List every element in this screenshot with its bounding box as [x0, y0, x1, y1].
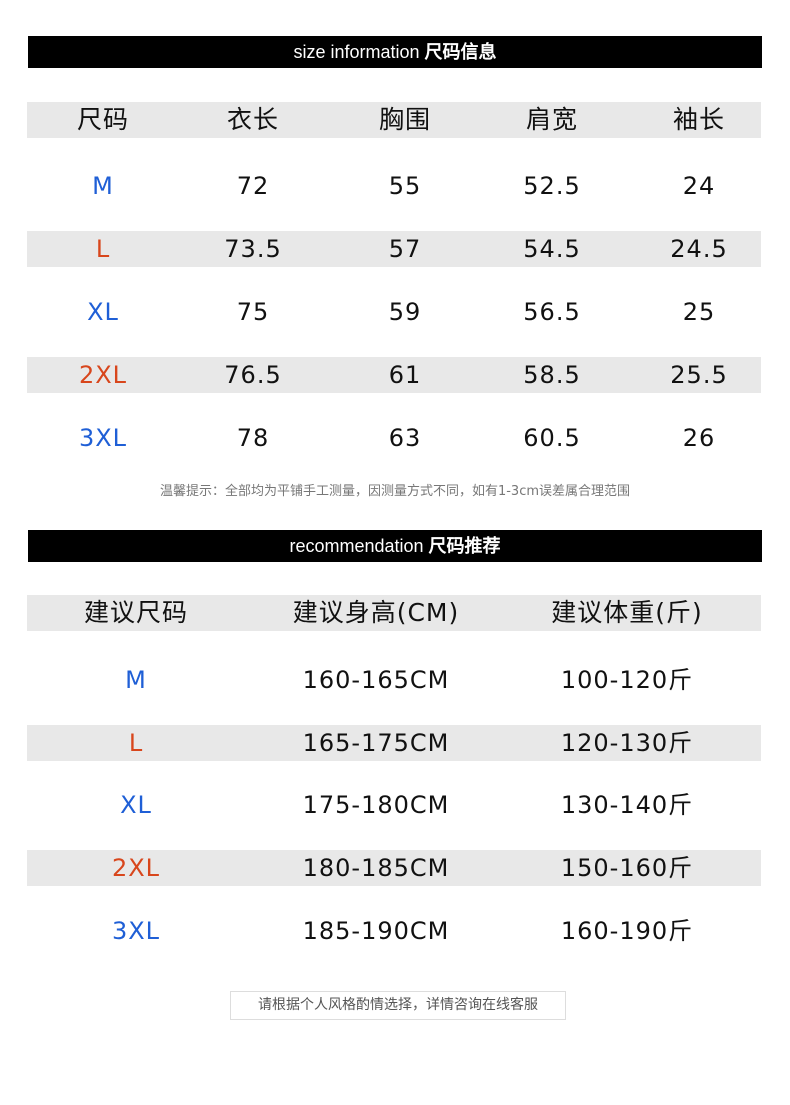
- value-cell: 150-160斤: [560, 854, 694, 882]
- table-row: M 72 55 52.5 24: [27, 168, 761, 204]
- recommendation-title-cn: 尺码推荐: [428, 536, 501, 556]
- header-cell: 肩宽: [525, 105, 579, 134]
- table-row: M 160-165CM 100-120斤: [27, 662, 761, 698]
- value-cell: 76.5: [224, 361, 282, 389]
- value-cell: 54.5: [523, 235, 581, 263]
- value-cell: 25: [682, 298, 716, 326]
- size-label: L: [95, 235, 111, 263]
- value-cell: 180-185CM: [302, 854, 450, 882]
- header-cell: 袖长: [672, 105, 726, 134]
- header-cell: 建议身高(CM): [292, 598, 460, 627]
- value-cell: 61: [388, 361, 422, 389]
- measurement-note: 温馨提示：全部均为平铺手工测量，因测量方式不同，如有1-3cm误差属合理范围: [159, 484, 631, 499]
- value-cell: 57: [388, 235, 422, 263]
- size-info-title-en: size information: [293, 42, 420, 62]
- size-label: L: [128, 729, 144, 757]
- size-label: 2XL: [78, 361, 128, 389]
- table-header-row: 建议尺码 建议身高(CM) 建议体重(斤): [27, 595, 761, 631]
- value-cell: 24.5: [670, 235, 728, 263]
- table-row: 2XL 180-185CM 150-160斤: [27, 850, 761, 886]
- value-cell: 52.5: [523, 172, 581, 200]
- value-cell: 55: [388, 172, 422, 200]
- table-row: L 73.5 57 54.5 24.5: [27, 231, 761, 267]
- size-label: 3XL: [111, 917, 161, 945]
- value-cell: 73.5: [224, 235, 282, 263]
- size-label: 3XL: [78, 424, 128, 452]
- value-cell: 26: [682, 424, 716, 452]
- value-cell: 78: [236, 424, 270, 452]
- value-cell: 75: [236, 298, 270, 326]
- value-cell: 160-165CM: [302, 666, 450, 694]
- table-row: 3XL 185-190CM 160-190斤: [27, 913, 761, 949]
- header-cell: 衣长: [226, 105, 280, 134]
- value-cell: 60.5: [523, 424, 581, 452]
- header-cell: 胸围: [378, 105, 432, 134]
- value-cell: 59: [388, 298, 422, 326]
- table-row: XL 75 59 56.5 25: [27, 294, 761, 330]
- customer-service-note: 请根据个人风格酌情选择，详情咨询在线客服: [230, 991, 566, 1020]
- table-header-row: 尺码 衣长 胸围 肩宽 袖长: [27, 102, 761, 138]
- table-row: 2XL 76.5 61 58.5 25.5: [27, 357, 761, 393]
- size-label: XL: [120, 791, 152, 819]
- recommendation-title-bar: recommendation 尺码推荐: [28, 530, 762, 562]
- size-info-title-cn: 尺码信息: [424, 42, 497, 62]
- value-cell: 58.5: [523, 361, 581, 389]
- value-cell: 165-175CM: [302, 729, 450, 757]
- header-cell: 尺码: [76, 105, 130, 134]
- value-cell: 72: [236, 172, 270, 200]
- size-info-title-bar: size information 尺码信息: [28, 36, 762, 68]
- table-row: L 165-175CM 120-130斤: [27, 725, 761, 761]
- table-row: 3XL 78 63 60.5 26: [27, 420, 761, 456]
- value-cell: 185-190CM: [302, 917, 450, 945]
- value-cell: 63: [388, 424, 422, 452]
- value-cell: 120-130斤: [560, 729, 694, 757]
- value-cell: 130-140斤: [560, 791, 694, 819]
- value-cell: 160-190斤: [560, 917, 694, 945]
- size-label: M: [92, 172, 114, 200]
- size-label: M: [125, 666, 147, 694]
- value-cell: 24: [682, 172, 716, 200]
- header-cell: 建议尺码: [83, 598, 189, 627]
- table-row: XL 175-180CM 130-140斤: [27, 787, 761, 823]
- value-cell: 25.5: [670, 361, 728, 389]
- size-label: XL: [87, 298, 119, 326]
- size-label: 2XL: [111, 854, 161, 882]
- value-cell: 56.5: [523, 298, 581, 326]
- value-cell: 175-180CM: [302, 791, 450, 819]
- value-cell: 100-120斤: [560, 666, 694, 694]
- recommendation-title-en: recommendation: [289, 536, 424, 556]
- header-cell: 建议体重(斤): [551, 598, 703, 627]
